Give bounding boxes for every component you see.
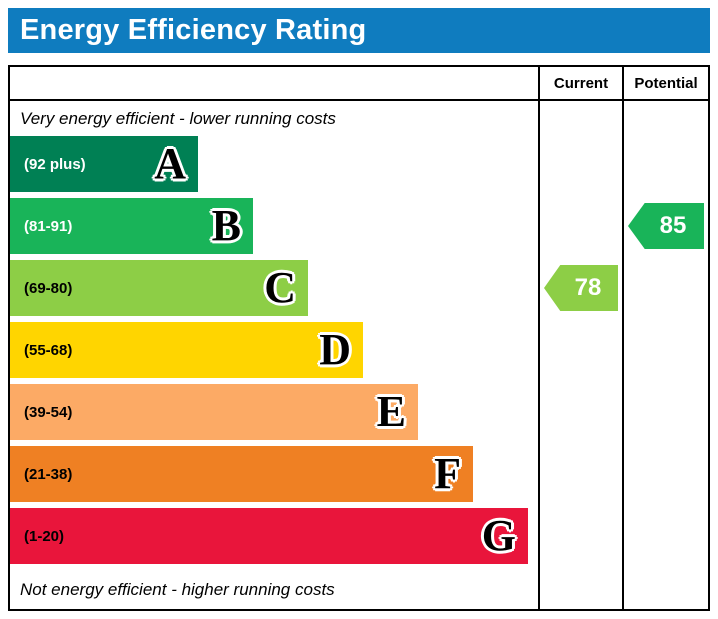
band-letter: A xyxy=(154,139,186,188)
current-column-header: Current xyxy=(538,67,622,101)
band-row-b: (81-91) B xyxy=(10,198,253,254)
band-range-label: (55-68) xyxy=(24,341,73,359)
current-arrow: 78 xyxy=(544,265,618,311)
potential-cell: 85 xyxy=(622,101,708,609)
band-row-g: (1-20) G xyxy=(10,508,528,564)
band-range-label: (92 plus) xyxy=(24,155,86,173)
potential-arrow: 85 xyxy=(628,203,704,249)
band-range-label: (69-80) xyxy=(24,279,73,297)
header-corner-cell xyxy=(10,67,538,101)
band-letter: D xyxy=(319,325,351,374)
chart-title: Energy Efficiency Rating xyxy=(20,14,367,46)
band-range-label: (81-91) xyxy=(24,217,73,235)
band-range-label: (21-38) xyxy=(24,465,73,483)
band-letter: C xyxy=(264,263,296,312)
band-row-f: (21-38) F xyxy=(10,446,473,502)
band-range-label: (39-54) xyxy=(24,403,73,421)
potential-column-header: Potential xyxy=(622,67,708,101)
current-value: 78 xyxy=(574,274,602,301)
band-letter: G xyxy=(481,511,516,560)
chart-title-bar: Energy Efficiency Rating xyxy=(8,8,710,53)
potential-value: 85 xyxy=(659,212,687,239)
band-range-label: (1-20) xyxy=(24,527,65,545)
band-letter: F xyxy=(434,449,461,498)
top-note: Very energy efficient - lower running co… xyxy=(20,109,336,128)
epc-table: Current Potential Very energy efficient … xyxy=(8,65,710,611)
band-row-c: (69-80) C xyxy=(10,260,308,316)
band-row-e: (39-54) E xyxy=(10,384,418,440)
bottom-note: Not energy efficient - higher running co… xyxy=(20,580,335,599)
band-letter: E xyxy=(376,387,406,436)
band-row-a: (92 plus) A xyxy=(10,136,198,192)
band-letter: B xyxy=(211,201,241,250)
current-cell: 78 xyxy=(538,101,622,609)
rating-chart-area: Very energy efficient - lower running co… xyxy=(10,101,538,609)
band-row-d: (55-68) D xyxy=(10,322,363,378)
